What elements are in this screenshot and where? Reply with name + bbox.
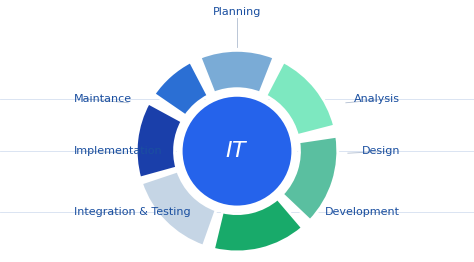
Wedge shape bbox=[213, 199, 302, 252]
Text: Development: Development bbox=[325, 207, 400, 217]
Wedge shape bbox=[200, 50, 274, 93]
Wedge shape bbox=[141, 171, 216, 246]
Wedge shape bbox=[136, 103, 182, 178]
Wedge shape bbox=[266, 62, 335, 135]
Circle shape bbox=[176, 91, 298, 212]
Wedge shape bbox=[154, 62, 208, 116]
Text: Analysis: Analysis bbox=[354, 94, 400, 104]
Wedge shape bbox=[283, 136, 338, 221]
Text: Design: Design bbox=[362, 146, 400, 156]
Text: $\mathit{IT}$: $\mathit{IT}$ bbox=[225, 141, 249, 161]
Text: Implementation: Implementation bbox=[74, 146, 163, 156]
Text: Integration & Testing: Integration & Testing bbox=[74, 207, 191, 217]
Circle shape bbox=[182, 97, 292, 206]
Text: Planning: Planning bbox=[213, 7, 261, 17]
Text: Maintance: Maintance bbox=[74, 94, 132, 104]
